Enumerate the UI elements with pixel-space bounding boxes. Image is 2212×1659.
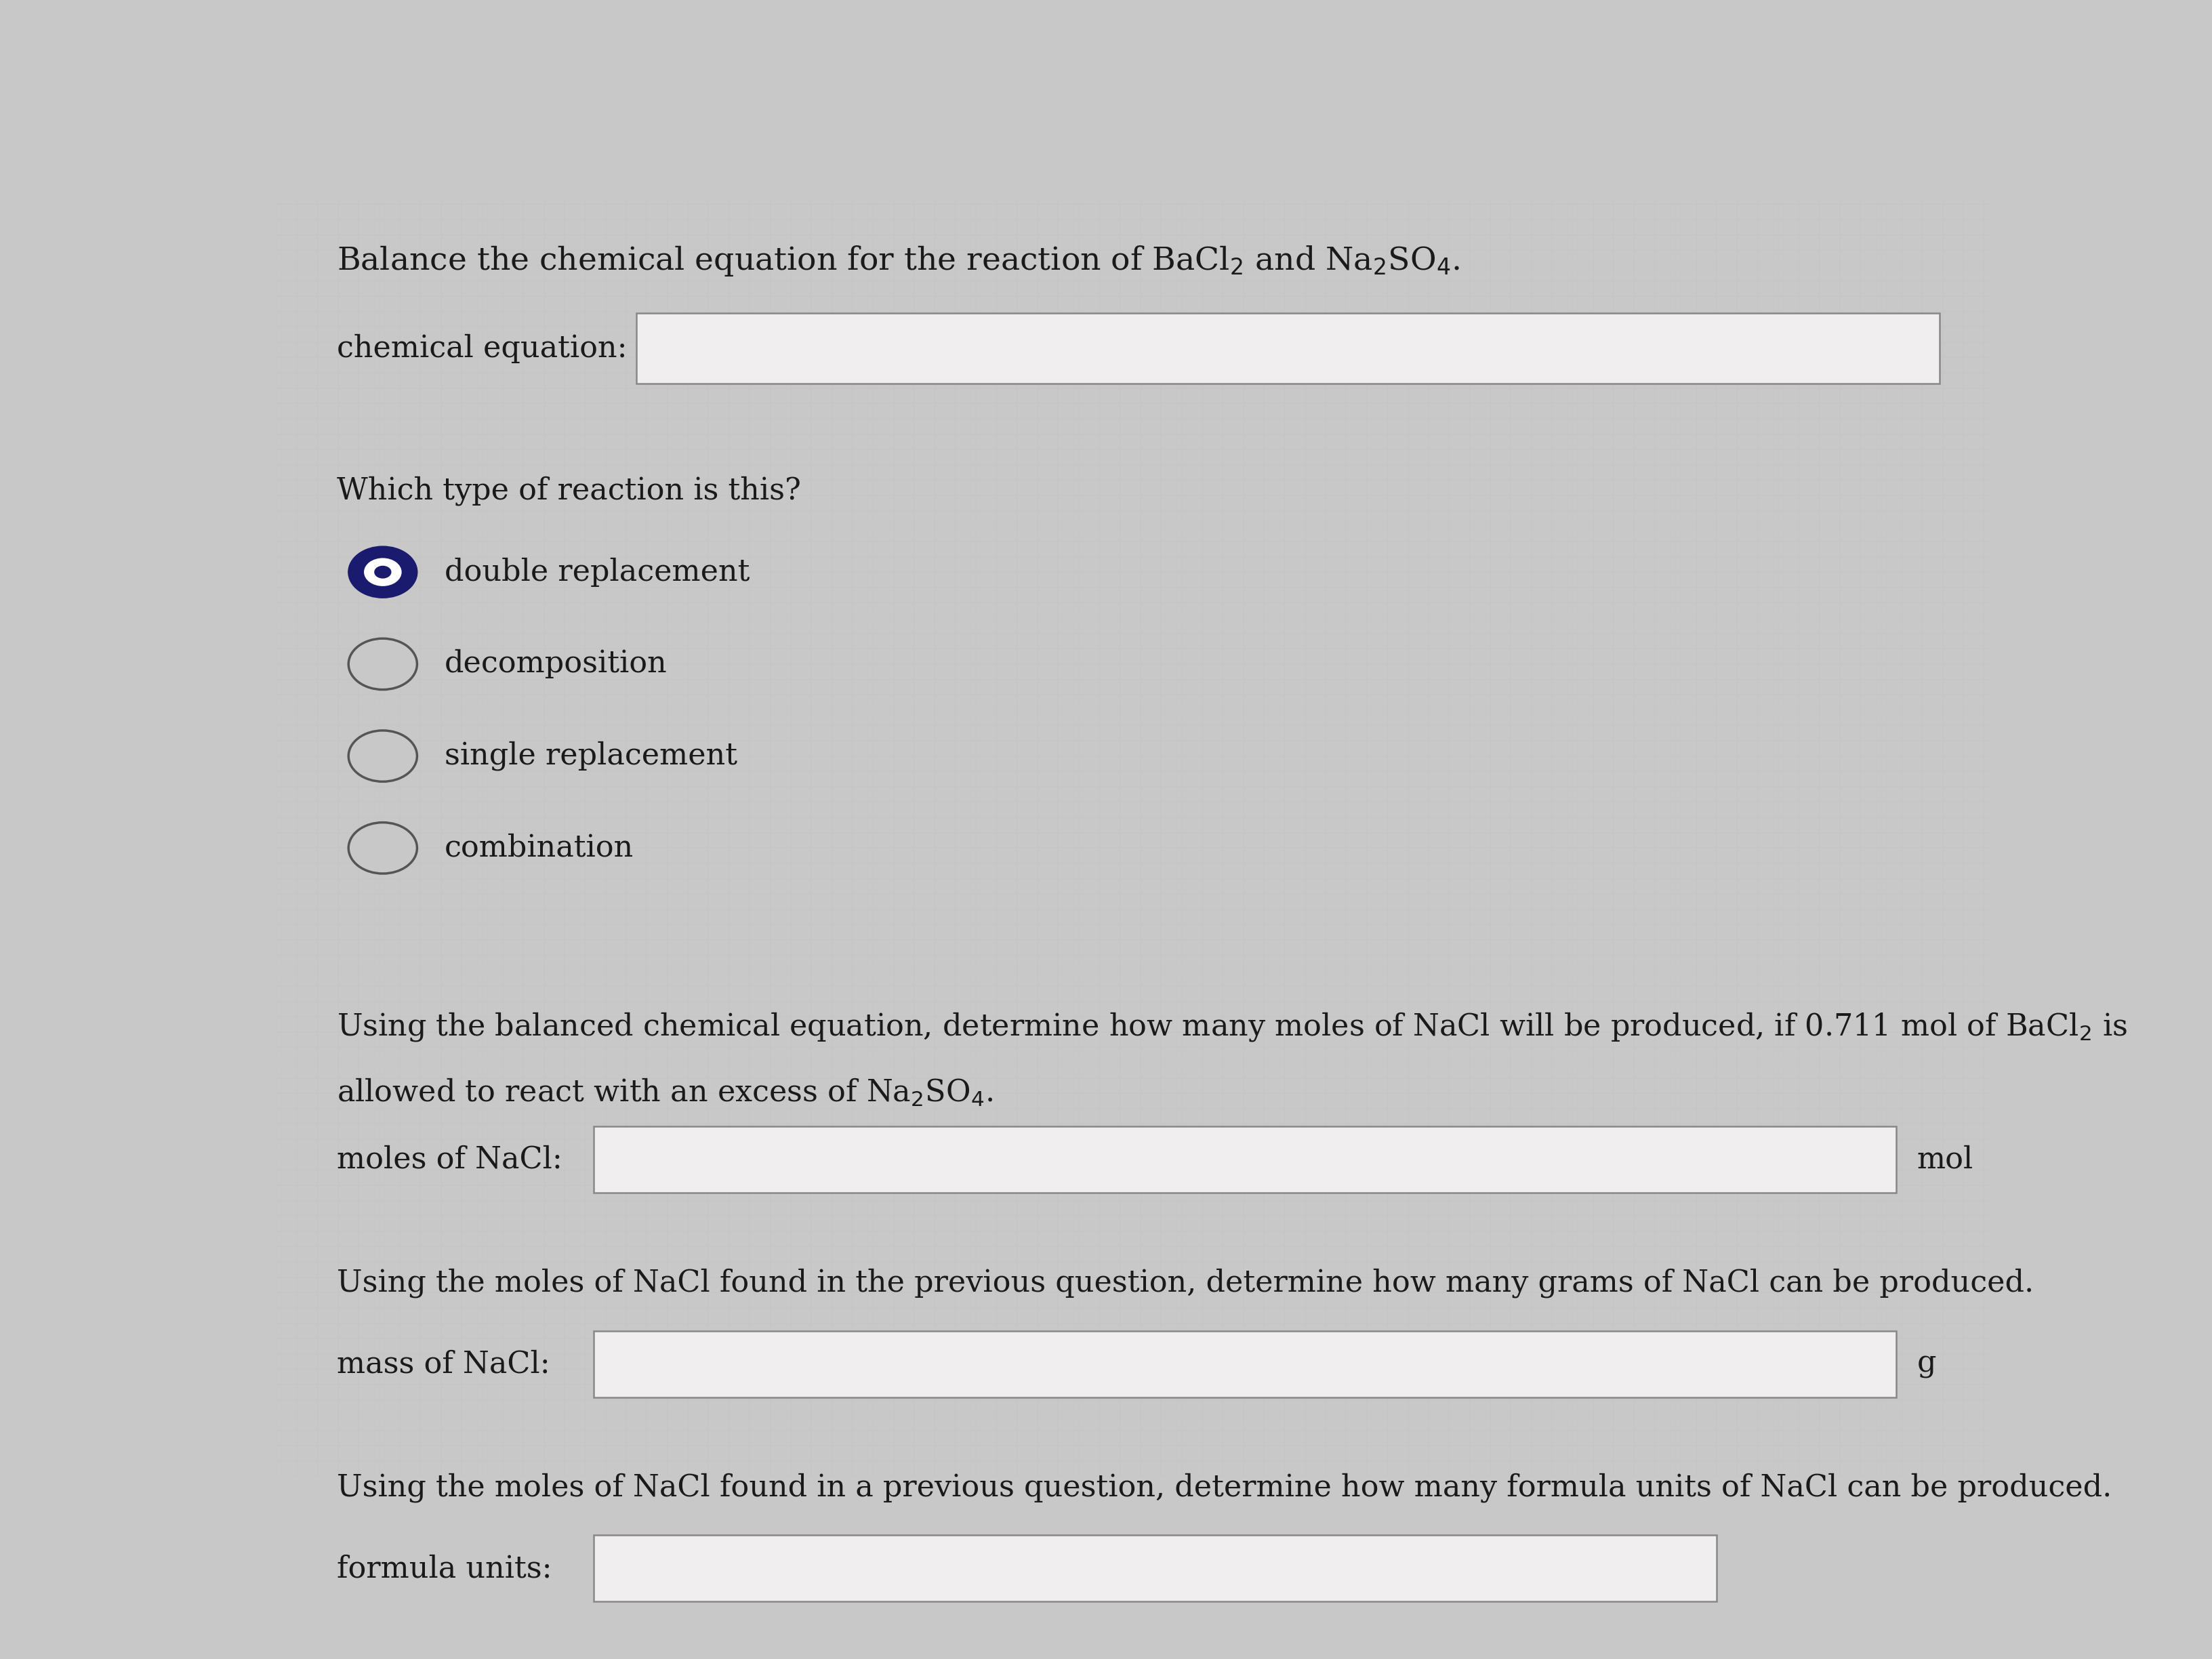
FancyBboxPatch shape (593, 1535, 1717, 1601)
Text: double replacement: double replacement (445, 557, 750, 587)
Text: mass of NaCl:: mass of NaCl: (336, 1349, 551, 1379)
Text: chemical equation:: chemical equation: (336, 333, 626, 363)
Circle shape (349, 730, 418, 781)
Text: Which type of reaction is this?: Which type of reaction is this? (336, 476, 801, 506)
Circle shape (349, 546, 418, 597)
Text: decomposition: decomposition (445, 649, 668, 679)
FancyBboxPatch shape (637, 314, 1940, 383)
Text: mol: mol (1918, 1145, 1973, 1175)
Text: BaCl$_2$(aq) + Na$_2$SO$_4$(aq) $\longrightarrow$ BaSO$_4$(s) + 2 NaCl(aq): BaCl$_2$(aq) + Na$_2$SO$_4$(aq) $\longri… (655, 332, 1449, 365)
Circle shape (349, 823, 418, 874)
FancyBboxPatch shape (593, 1331, 1896, 1397)
Text: Using the moles of NaCl found in a previous question, determine how many formula: Using the moles of NaCl found in a previ… (336, 1473, 2112, 1503)
Text: Balance the chemical equation for the reaction of BaCl$_2$ and Na$_2$SO$_4$.: Balance the chemical equation for the re… (336, 244, 1460, 277)
Text: allowed to react with an excess of Na$_2$SO$_4$.: allowed to react with an excess of Na$_2… (336, 1077, 993, 1108)
Circle shape (365, 557, 403, 586)
Text: formula units:: formula units: (336, 1554, 551, 1583)
Circle shape (374, 566, 392, 579)
Text: Using the moles of NaCl found in the previous question, determine how many grams: Using the moles of NaCl found in the pre… (336, 1267, 2033, 1297)
Text: combination: combination (445, 833, 635, 863)
Text: 2: 2 (608, 1145, 626, 1175)
FancyBboxPatch shape (593, 1126, 1896, 1193)
Text: g: g (1918, 1349, 1936, 1379)
Circle shape (349, 639, 418, 690)
Text: single replacement: single replacement (445, 742, 737, 771)
Text: moles of NaCl:: moles of NaCl: (336, 1145, 562, 1175)
Text: Using the balanced chemical equation, determine how many moles of NaCl will be p: Using the balanced chemical equation, de… (336, 1010, 2128, 1044)
